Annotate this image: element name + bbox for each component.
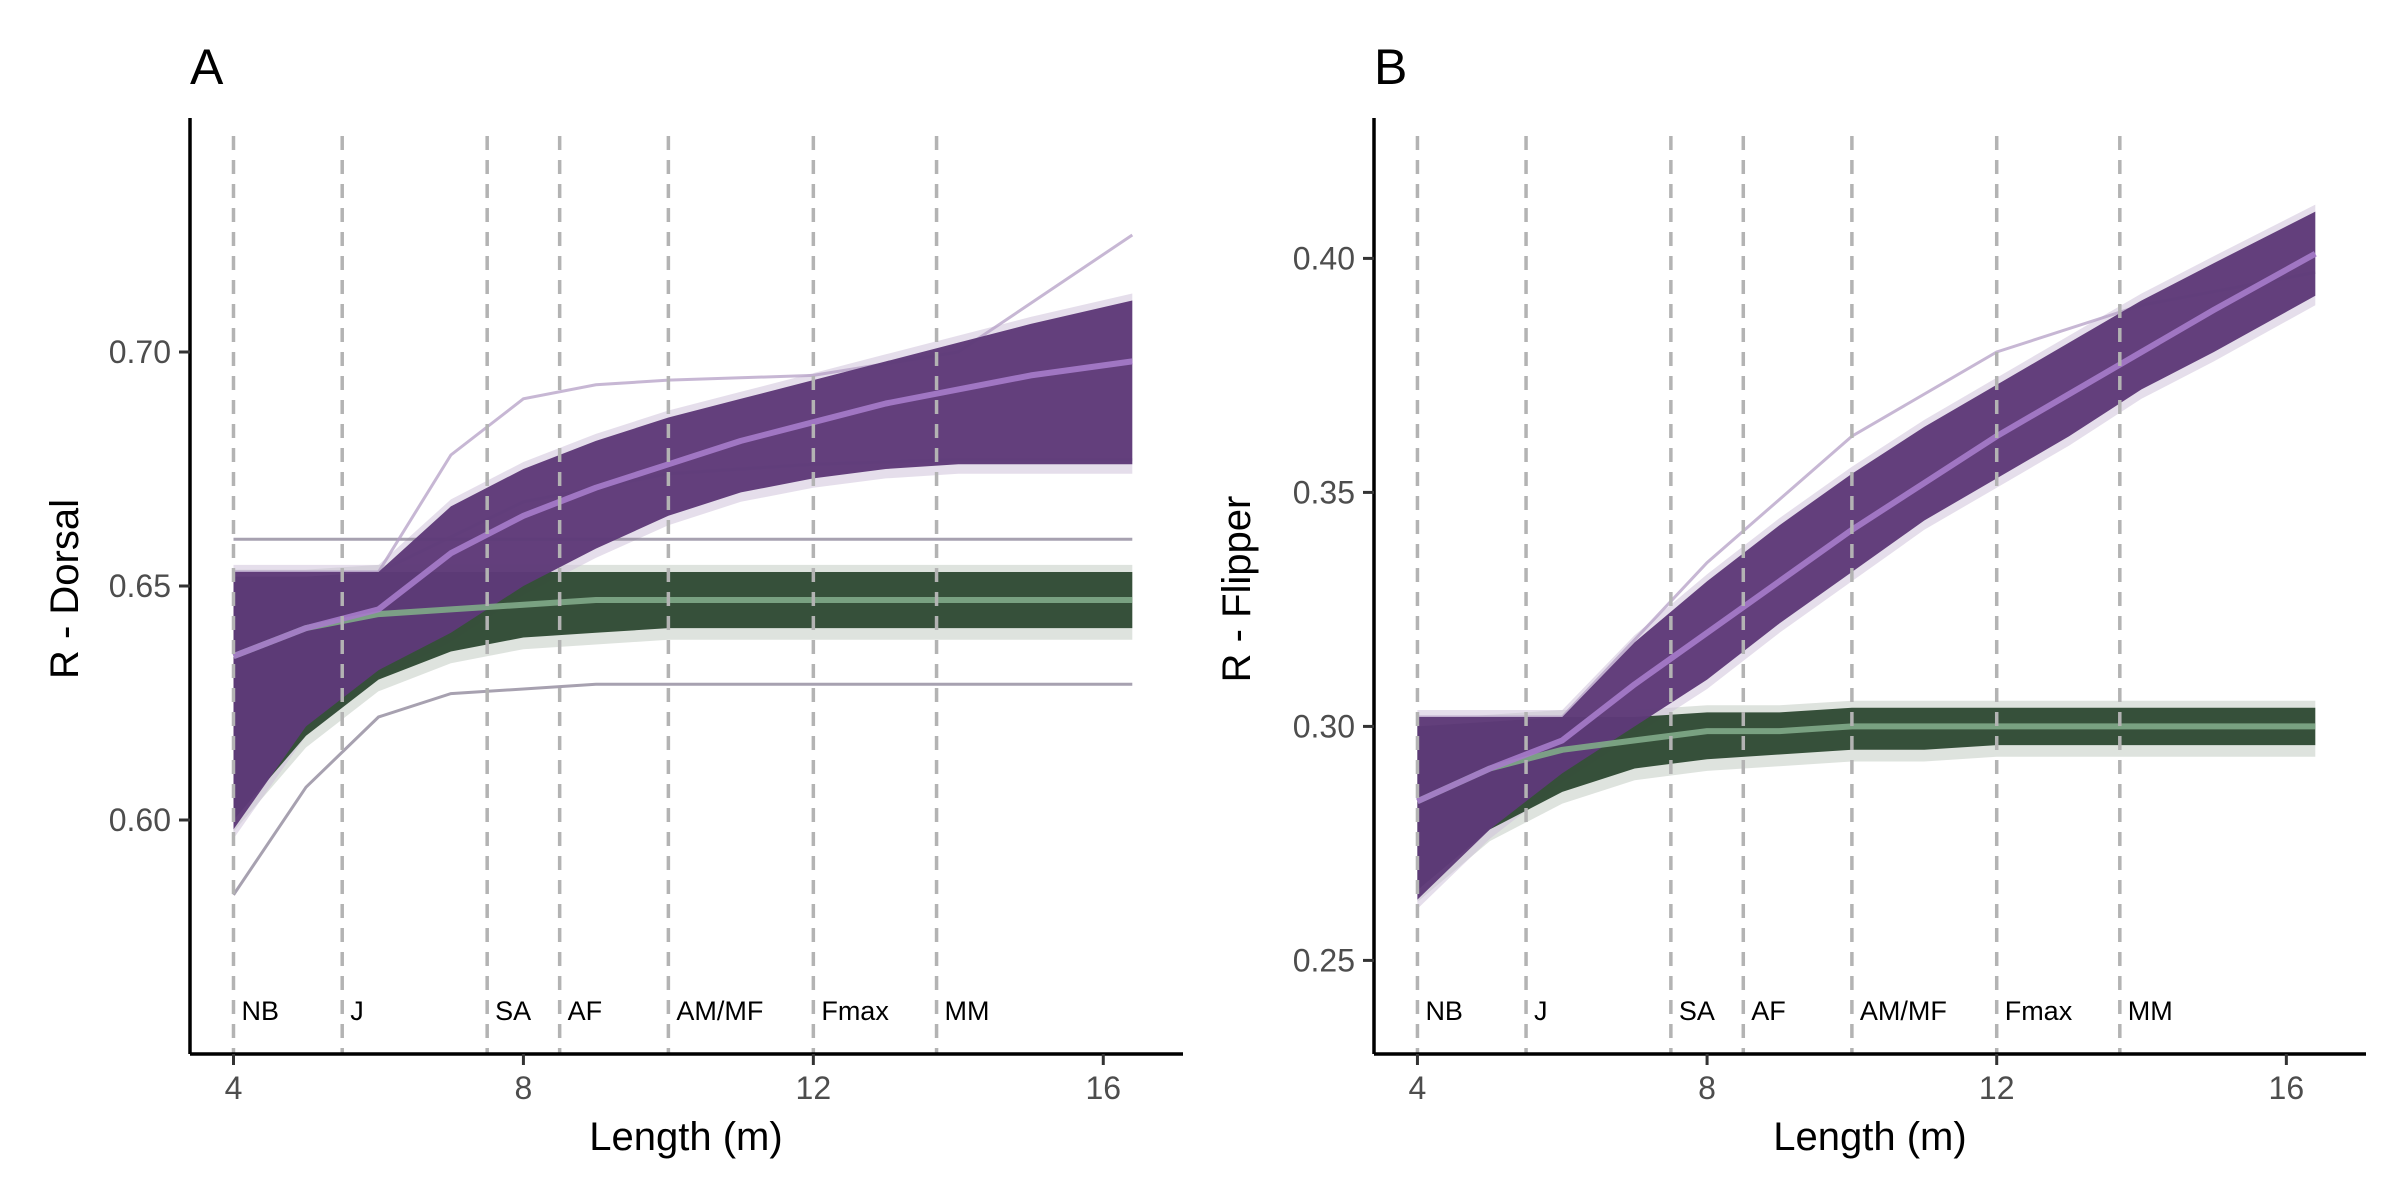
y-tick-label: 0.70 xyxy=(109,334,171,370)
purple-series-mean-line xyxy=(232,358,1133,659)
stage-label: AM/MF xyxy=(1860,996,1947,1026)
stage-label: NB xyxy=(241,996,279,1026)
grey-outlier-line xyxy=(232,682,1133,896)
stage-label: Fmax xyxy=(2005,996,2073,1026)
y-tick-label: 0.25 xyxy=(1293,942,1355,978)
x-tick-label: 8 xyxy=(515,1070,533,1106)
panel-b-y-axis-title: R - Flipper xyxy=(1215,496,1259,683)
y-tick-label: 0.40 xyxy=(1293,240,1355,276)
x-tick-label: 8 xyxy=(1698,1070,1716,1106)
green-series-band xyxy=(1417,707,2316,891)
y-tick-label: 0.30 xyxy=(1293,708,1355,744)
panel-a-x-axis-title: Length (m) xyxy=(589,1115,782,1159)
panel-a-y-axis-title: R - Dorsal xyxy=(43,499,87,679)
y-tick-label: 0.60 xyxy=(109,802,171,838)
panel-a-label: A xyxy=(190,39,224,95)
green-series-band xyxy=(233,572,1133,820)
panel-a-plot-area: NB J SA AF AM/MF Fmax MM 4 8 12 16 0.60 0.65 0.70 xyxy=(109,118,1183,1106)
x-tick-label: 4 xyxy=(1409,1070,1427,1106)
stage-label: AM/MF xyxy=(676,996,763,1026)
stage-label: MM xyxy=(2128,996,2173,1026)
panel-a: A NB J SA AF AM/MF Fmax MM 4 8 12 16 0.60 0.65 0.70 L… xyxy=(43,39,1183,1159)
stage-label: NB xyxy=(1425,996,1463,1026)
x-tick-label: 12 xyxy=(1979,1070,2015,1106)
stage-label: SA xyxy=(495,996,531,1026)
stage-label: AF xyxy=(1751,996,1786,1026)
x-tick-label: 12 xyxy=(796,1070,832,1106)
stage-label: J xyxy=(1534,996,1548,1026)
stage-label: Fmax xyxy=(821,996,889,1026)
x-tick-label: 4 xyxy=(225,1070,243,1106)
green-series-mean-line xyxy=(1416,723,2316,805)
y-tick-label: 0.65 xyxy=(109,568,171,604)
panel-b-plot-area: NB J SA AF AM/MF Fmax MM 4 8 12 16 0.25 0.30 0.35 0.40 xyxy=(1293,118,2366,1106)
stage-label: MM xyxy=(945,996,990,1026)
stage-label: SA xyxy=(1679,996,1715,1026)
panel-b-label: B xyxy=(1374,39,1407,95)
x-tick-label: 16 xyxy=(1085,1070,1121,1106)
y-tick-label: 0.35 xyxy=(1293,474,1355,510)
plot-marks xyxy=(232,233,1134,896)
x-tick-label: 16 xyxy=(2269,1070,2305,1106)
stage-label: J xyxy=(350,996,364,1026)
panel-b-x-axis-title: Length (m) xyxy=(1773,1115,1966,1159)
purple-series-band xyxy=(233,300,1133,830)
stage-label: AF xyxy=(568,996,603,1026)
panel-b: B NB J SA AF AM/MF Fmax MM 4 8 12 16 0.25 0.30 0.35 0.… xyxy=(1215,39,2366,1159)
